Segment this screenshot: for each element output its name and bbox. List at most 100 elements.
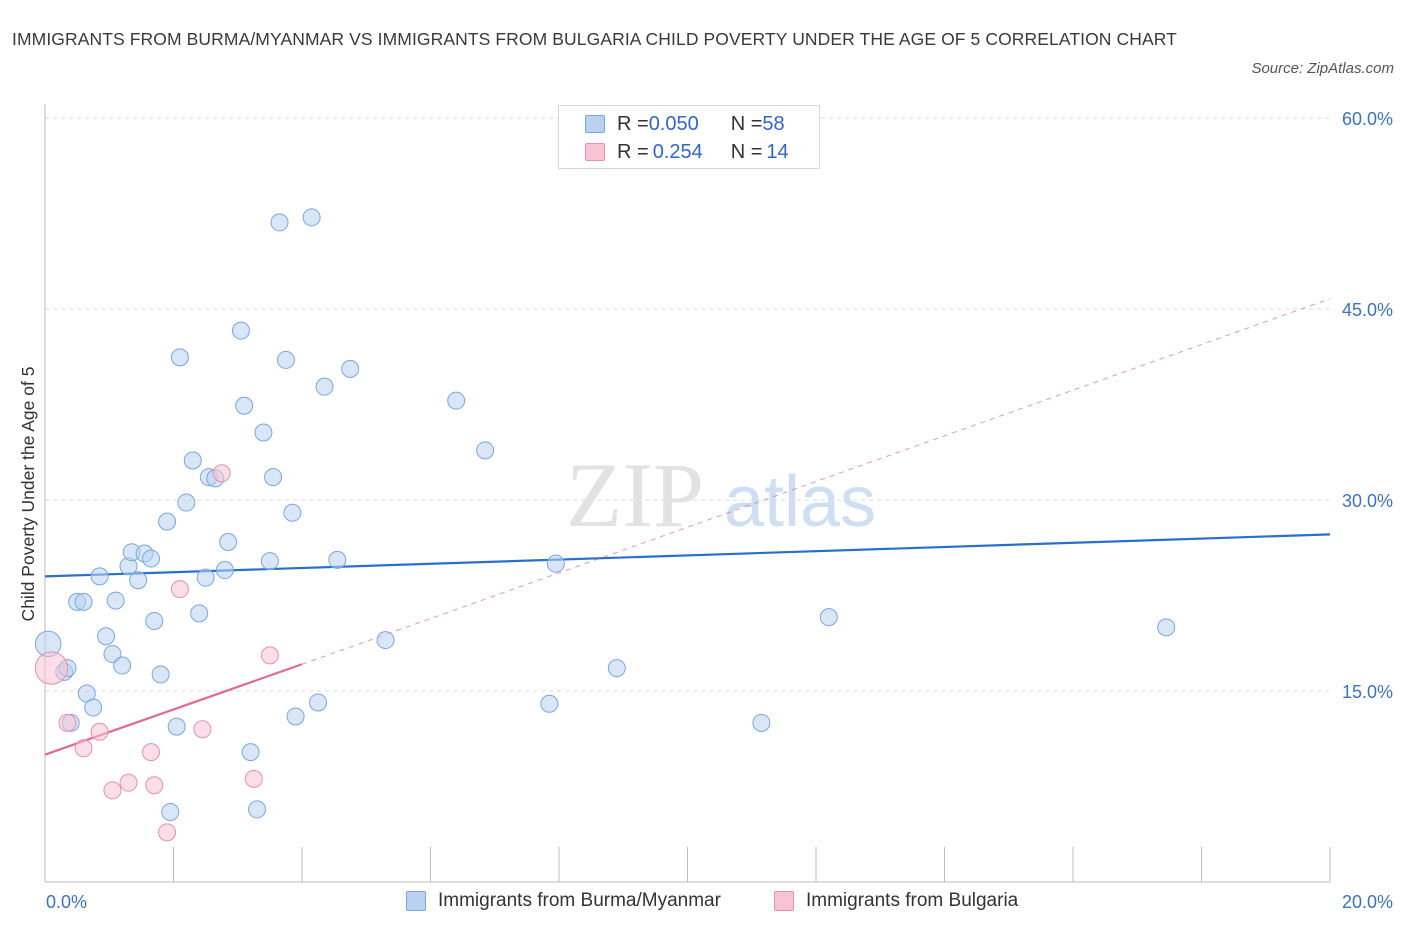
burma-point bbox=[341, 359, 360, 378]
burma-point bbox=[219, 533, 238, 552]
burma-point bbox=[158, 512, 177, 531]
bulgaria-point bbox=[244, 769, 263, 788]
burma-point bbox=[231, 321, 250, 340]
y-axis-label: Child Poverty Under the Age of 5 bbox=[18, 367, 38, 622]
burma-point bbox=[145, 611, 164, 630]
watermark: ZIP atlas bbox=[566, 444, 876, 546]
chart-title: IMMIGRANTS FROM BURMA/MYANMAR VS IMMIGRA… bbox=[12, 29, 1177, 49]
legend-n-value: 14 bbox=[766, 140, 789, 163]
bulgaria-point bbox=[193, 720, 212, 739]
burma-point bbox=[283, 503, 302, 522]
burma-point bbox=[546, 554, 565, 573]
burma-point bbox=[752, 713, 771, 732]
legend-r-value: 0.050 bbox=[648, 112, 699, 135]
bulgaria-point bbox=[34, 651, 69, 685]
trend-line-burma bbox=[44, 533, 1331, 578]
burma-point bbox=[74, 592, 93, 611]
trend-line-bulgaria bbox=[44, 663, 303, 756]
burma-point bbox=[376, 631, 395, 650]
burma-point bbox=[309, 693, 328, 712]
burma-point bbox=[90, 567, 109, 586]
legend-r-label: R = bbox=[617, 112, 649, 135]
trend-line-extension bbox=[301, 298, 1331, 665]
axes bbox=[44, 104, 1331, 883]
burma-point bbox=[328, 550, 347, 569]
bulgaria-point bbox=[103, 781, 122, 800]
legend-item-burma[interactable]: Immigrants from Burma/Myanmar bbox=[406, 890, 721, 912]
burma-point bbox=[270, 213, 289, 232]
burma-point bbox=[129, 571, 148, 590]
bulgaria-point bbox=[58, 713, 77, 732]
y-tick-label: 30.0% bbox=[1342, 491, 1393, 511]
burma-point bbox=[248, 800, 267, 819]
burma-point bbox=[103, 645, 122, 664]
bulgaria-point bbox=[212, 464, 231, 483]
legend-swatch-pink bbox=[774, 891, 794, 911]
burma-point bbox=[241, 743, 260, 762]
burma-point bbox=[819, 608, 838, 627]
legend-row-bulgaria: R = 0.254 N = 14 bbox=[585, 140, 789, 164]
burma-point bbox=[215, 561, 234, 580]
burma-point bbox=[190, 604, 209, 623]
legend-n-label: N = bbox=[730, 112, 763, 135]
trend-lines bbox=[44, 298, 1331, 756]
legend-swatch-blue bbox=[585, 115, 605, 133]
watermark-zip: ZIP bbox=[566, 444, 704, 546]
burma-point bbox=[161, 802, 180, 821]
x-tick-label: 20.0% bbox=[1342, 892, 1393, 912]
burma-point bbox=[540, 694, 559, 713]
burma-point bbox=[106, 591, 125, 610]
burma-point bbox=[447, 391, 466, 410]
burma-point bbox=[264, 468, 283, 487]
burma-point bbox=[315, 377, 334, 396]
burma-point bbox=[167, 717, 186, 736]
x-tick-label: 0.0% bbox=[46, 892, 87, 912]
correlation-legend: R = 0.050 N = 58 R = 0.254 N = 14 bbox=[558, 105, 820, 169]
legend-label-bulgaria: Immigrants from Bulgaria bbox=[806, 890, 1019, 911]
y-tick-label: 45.0% bbox=[1342, 300, 1393, 320]
source-credit: Source: ZipAtlas.com bbox=[1251, 60, 1394, 77]
bulgaria-point bbox=[170, 580, 189, 599]
burma-point bbox=[113, 656, 132, 675]
y-tick-label: 60.0% bbox=[1342, 109, 1393, 129]
burma-point bbox=[476, 441, 495, 460]
legend-item-bulgaria[interactable]: Immigrants from Bulgaria bbox=[774, 890, 1018, 912]
legend-row-burma: R = 0.050 N = 58 bbox=[585, 112, 785, 136]
burma-point bbox=[170, 348, 189, 367]
burma-point bbox=[235, 396, 254, 415]
legend-r-value: 0.254 bbox=[652, 140, 703, 163]
bulgaria-point bbox=[119, 773, 138, 792]
burma-point bbox=[84, 698, 103, 717]
bulgaria-point bbox=[74, 739, 93, 758]
bulgaria-point bbox=[158, 823, 177, 842]
bulgaria-point bbox=[145, 776, 164, 795]
burma-point bbox=[97, 627, 116, 646]
burma-point bbox=[607, 659, 626, 678]
bulgaria-point bbox=[260, 646, 279, 665]
legend-n-label: N = bbox=[730, 140, 763, 163]
legend-r-label: R = bbox=[617, 140, 649, 163]
legend-swatch-blue bbox=[406, 891, 426, 911]
watermark-atlas: atlas bbox=[724, 462, 876, 542]
burma-point bbox=[254, 423, 273, 442]
burma-point bbox=[183, 451, 202, 470]
burma-point bbox=[1157, 618, 1176, 637]
tick-labels: 15.0% 30.0% 45.0% 60.0% 0.0% 20.0% bbox=[46, 109, 1393, 912]
legend-n-value: 58 bbox=[762, 112, 785, 135]
burma-point bbox=[260, 552, 279, 571]
burma-point bbox=[276, 350, 295, 369]
burma-point bbox=[142, 549, 161, 568]
legend-label-burma: Immigrants from Burma/Myanmar bbox=[438, 890, 721, 911]
legend-swatch-pink bbox=[585, 143, 605, 161]
burma-point bbox=[286, 707, 305, 726]
y-tick-label: 15.0% bbox=[1342, 682, 1393, 702]
series-legend: Immigrants from Burma/Myanmar Immigrants… bbox=[0, 888, 1406, 916]
burma-point bbox=[302, 208, 321, 227]
burma-point bbox=[196, 568, 215, 587]
data-points bbox=[34, 208, 1176, 842]
bulgaria-point bbox=[90, 722, 109, 741]
burma-point bbox=[151, 665, 170, 684]
bulgaria-point bbox=[142, 743, 161, 762]
burma-point bbox=[177, 493, 196, 512]
